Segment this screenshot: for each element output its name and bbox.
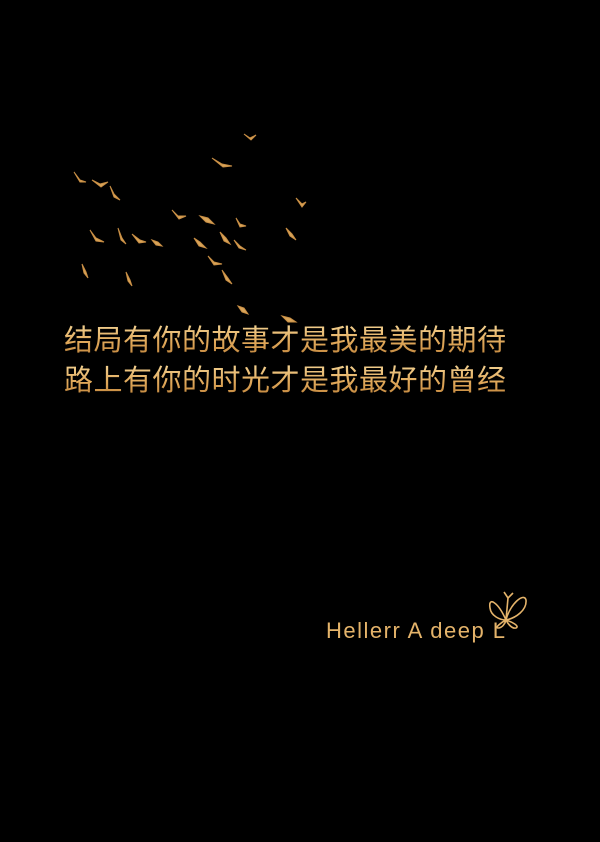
poem-line-2: 路上有你的时光才是我最好的曾经 <box>64 360 584 400</box>
poem-text: 结局有你的故事才是我最美的期待 路上有你的时光才是我最好的曾经 <box>64 320 584 400</box>
butterfly-icon <box>488 591 527 629</box>
poem-line-1: 结局有你的故事才是我最美的期待 <box>64 320 584 360</box>
flock-of-birds-icon <box>73 133 307 323</box>
signature-text: Hellerr A deep L <box>326 618 507 643</box>
